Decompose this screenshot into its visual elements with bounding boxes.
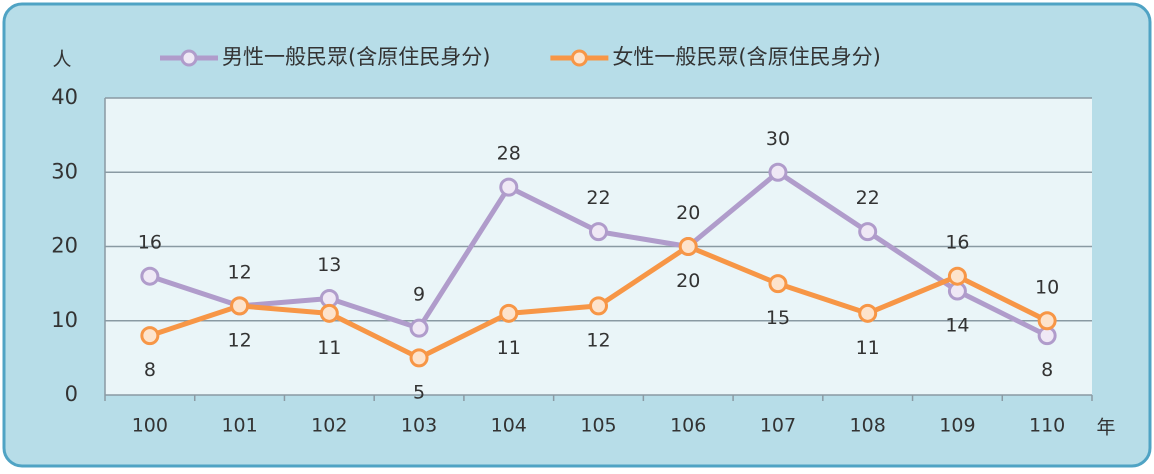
y-tick-label: 30 [51,159,78,183]
x-tick-label: 106 [670,415,706,437]
marker [768,162,788,182]
x-tick-label: 109 [939,415,975,437]
data-label: 30 [766,128,790,150]
x-tick-label: 100 [132,415,168,437]
data-label: 28 [497,143,521,165]
x-tick-label: 105 [580,415,616,437]
marker [1037,311,1057,331]
y-tick-label: 40 [51,85,78,109]
y-tick-label: 10 [51,308,78,332]
marker [768,274,788,294]
x-tick-label: 101 [221,415,257,437]
marker [947,266,967,286]
data-label: 20 [676,202,700,224]
data-label: 13 [317,254,341,276]
y-tick-label: 20 [51,234,78,258]
marker [140,326,160,346]
data-label: 11 [317,337,341,359]
data-label: 12 [227,261,251,283]
x-tick-label: 108 [850,415,886,437]
x-axis-label: 年 [1096,417,1115,439]
marker [140,266,160,286]
data-label: 22 [586,187,610,209]
legend-marker [570,49,588,67]
marker [589,296,608,316]
marker [319,303,339,323]
data-label: 8 [144,359,156,381]
x-tick-label: 107 [760,415,796,437]
y-tick-label: 0 [65,382,78,406]
data-label: 8 [1041,359,1053,381]
marker [230,296,250,316]
marker [499,303,519,323]
marker [499,177,519,197]
legend-marker [180,49,198,67]
marker [858,222,878,242]
legend-label: 男性一般民眾(含原住民身分) [222,45,490,69]
data-label: 14 [945,315,969,337]
data-label: 15 [766,307,790,329]
marker [678,237,698,256]
y-axis-label: 人 [52,49,71,71]
marker [858,303,878,323]
data-label: 12 [586,329,610,351]
data-label: 9 [413,284,425,306]
x-tick-label: 110 [1029,415,1065,437]
data-label: 11 [856,337,880,359]
data-label: 12 [227,329,251,351]
data-label: 20 [676,270,700,292]
marker [589,222,608,242]
data-label: 16 [138,232,162,254]
x-tick-label: 104 [491,415,527,437]
marker [409,318,429,338]
legend-label: 女性一般民眾(含原住民身分) [612,45,880,69]
data-label: 5 [413,381,425,403]
marker [409,348,429,368]
x-tick-label: 102 [311,415,347,437]
data-label: 22 [856,187,880,209]
data-label: 10 [1035,276,1059,298]
x-tick-label: 103 [401,415,437,437]
data-label: 11 [497,337,521,359]
data-label: 16 [945,232,969,254]
